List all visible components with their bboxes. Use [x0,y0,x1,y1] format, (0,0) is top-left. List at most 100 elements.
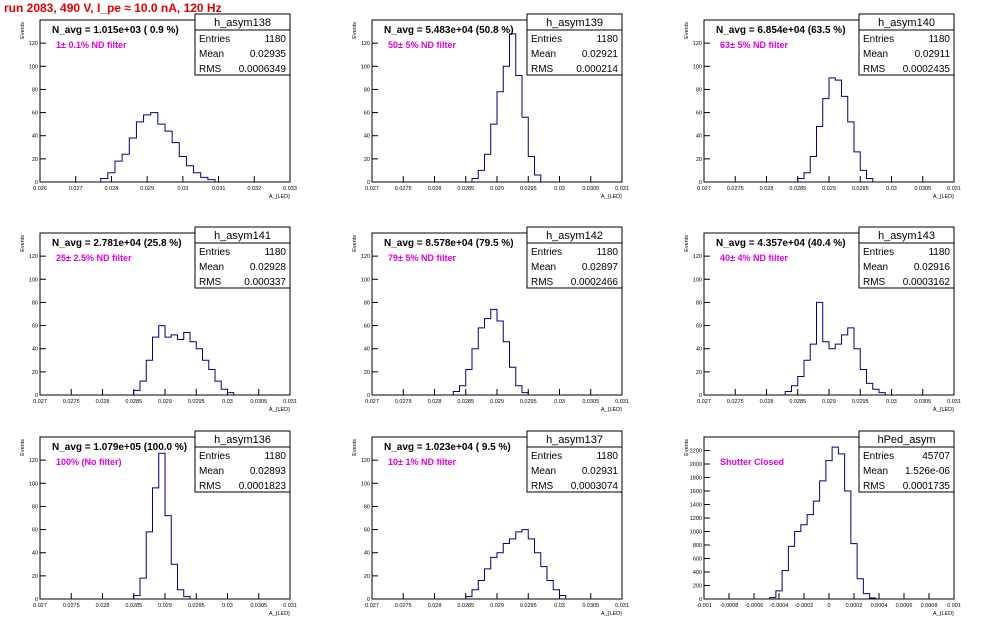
stats-mean-value: 0.02931 [582,466,619,477]
y-tick-label: 0 [35,180,38,186]
y-tick-label: 20 [32,574,38,580]
x-tick-label: 0.0275 [727,399,744,405]
x-tick-label: 0.028 [760,399,774,405]
x-tick-label: 0.0275 [395,186,412,192]
x-tick-label: -0.0004 [770,603,789,609]
x-tick-label: 0 [827,603,830,609]
histogram-name: h_asym140 [878,17,935,29]
x-tick-label: 0.029 [158,603,172,609]
y-tick-label: 20 [364,574,370,580]
histogram-bin [851,544,857,599]
histogram-bin [466,370,472,395]
stats-mean-value: 1.526e-06 [905,466,950,477]
stats-mean-label: Mean [199,49,224,60]
x-tick-label: 0.031 [947,399,961,405]
x-tick-label: 0.029 [140,186,154,192]
histogram-bin [485,319,491,395]
navg-label: N_avg = 5.483e+04 (50.8 %) [384,25,514,36]
y-tick-label: 0 [367,597,370,603]
y-axis-label: Events [352,22,358,39]
stats-rms-value: 0.000214 [576,64,618,75]
y-axis-label: Events [20,439,26,456]
y-tick-label: 80 [364,87,370,93]
histogram-bin [829,78,835,182]
x-tick-label: 0.03 [554,399,565,405]
stats-mean-label: Mean [531,262,556,273]
histogram-name: h_asym138 [214,17,271,29]
y-tick-label: 40 [364,347,370,353]
histogram-bin [485,154,491,182]
filter-label: 10± 1% ND filter [388,457,456,467]
x-axis-label: A_{LED} [933,611,954,617]
x-tick-label: 0.0275 [63,603,80,609]
y-tick-label: 40 [696,134,702,140]
histogram-bin [547,580,553,599]
stats-values-box [858,29,955,76]
y-tick-label: 0 [35,597,38,603]
stats-entries-value: 1180 [264,451,286,462]
y-tick-label: 1600 [690,489,702,495]
stats-entries-value: 1180 [264,34,286,45]
x-tick-label: 0.0275 [395,399,412,405]
histogram-bin [146,360,152,395]
stats-rms-value: 0.0002466 [571,277,619,288]
x-tick-label: 0.0295 [188,399,205,405]
histogram-bin [153,488,159,599]
histogram-bin [497,553,503,599]
stats-values-box [194,242,291,289]
histogram-bin [817,126,823,182]
x-tick-label: 0.031 [615,399,629,405]
histogram-bin [788,546,794,599]
histogram-bin [510,367,516,395]
histogram-panel-h_asym143: 0 20 40 60 80 100 120 0.027 0.0275 0.028 0.0285 0.0… [684,226,961,413]
stats-values-box [194,446,291,493]
y-tick-label: 0 [35,393,38,399]
filter-label: 1± 0.1% ND filter [56,40,127,50]
histogram-bin [159,453,165,599]
histogram-bin [146,532,152,599]
stats-rms-label: RMS [863,277,886,288]
stats-entries-label: Entries [863,34,894,45]
stats-values-box [526,446,623,493]
histogram-bin [136,122,143,182]
y-tick-label: 20 [364,370,370,376]
y-tick-label: 60 [364,111,370,117]
navg-label: N_avg = 2.781e+04 (25.8 %) [52,238,182,249]
x-tick-label: 0.029 [822,186,836,192]
navg-label: N_avg = 4.357e+04 (40.4 %) [716,238,846,249]
stats-values-box [858,242,955,289]
x-tick-label: 0.027 [33,399,47,405]
histogram-bin [798,179,804,182]
y-tick-label: 100 [361,64,370,70]
histogram-bin [848,122,854,182]
histogram-bin [535,553,541,599]
histogram-bin [835,80,841,182]
stats-rms-value: 0.0001823 [239,481,287,492]
histogram-bin [516,532,522,599]
y-tick-label: 20 [696,157,702,163]
histogram-bin [159,326,165,395]
histogram-bin [867,383,873,395]
y-tick-label: 80 [32,87,38,93]
stats-box: h_asym142 Entries 1180 Mean 0.02897 RMS 0.0002… [526,226,623,289]
y-tick-label: 80 [32,504,38,510]
histogram-bin [478,170,484,182]
x-tick-label: 0.03 [222,399,233,405]
x-tick-label: 0.0006 [896,603,913,609]
histogram-bin [129,138,136,182]
x-tick-label: 0.0295 [520,603,537,609]
stats-rms-label: RMS [863,481,886,492]
x-tick-label: 0.0285 [125,603,142,609]
stats-entries-value: 1180 [596,247,618,258]
x-tick-label: 0.0002 [846,603,863,609]
histogram-series [465,529,567,599]
histogram-bin [820,481,826,599]
x-tick-label: 0.0305 [250,399,267,405]
y-tick-label: 60 [32,111,38,117]
x-tick-label: 0.0275 [727,186,744,192]
stats-entries-value: 45707 [922,451,950,462]
histogram-bin [829,349,835,395]
x-tick-label: 0.0004 [871,603,888,609]
stats-box: h_asym140 Entries 1180 Mean 0.02911 RMS 0.0002… [858,13,955,76]
